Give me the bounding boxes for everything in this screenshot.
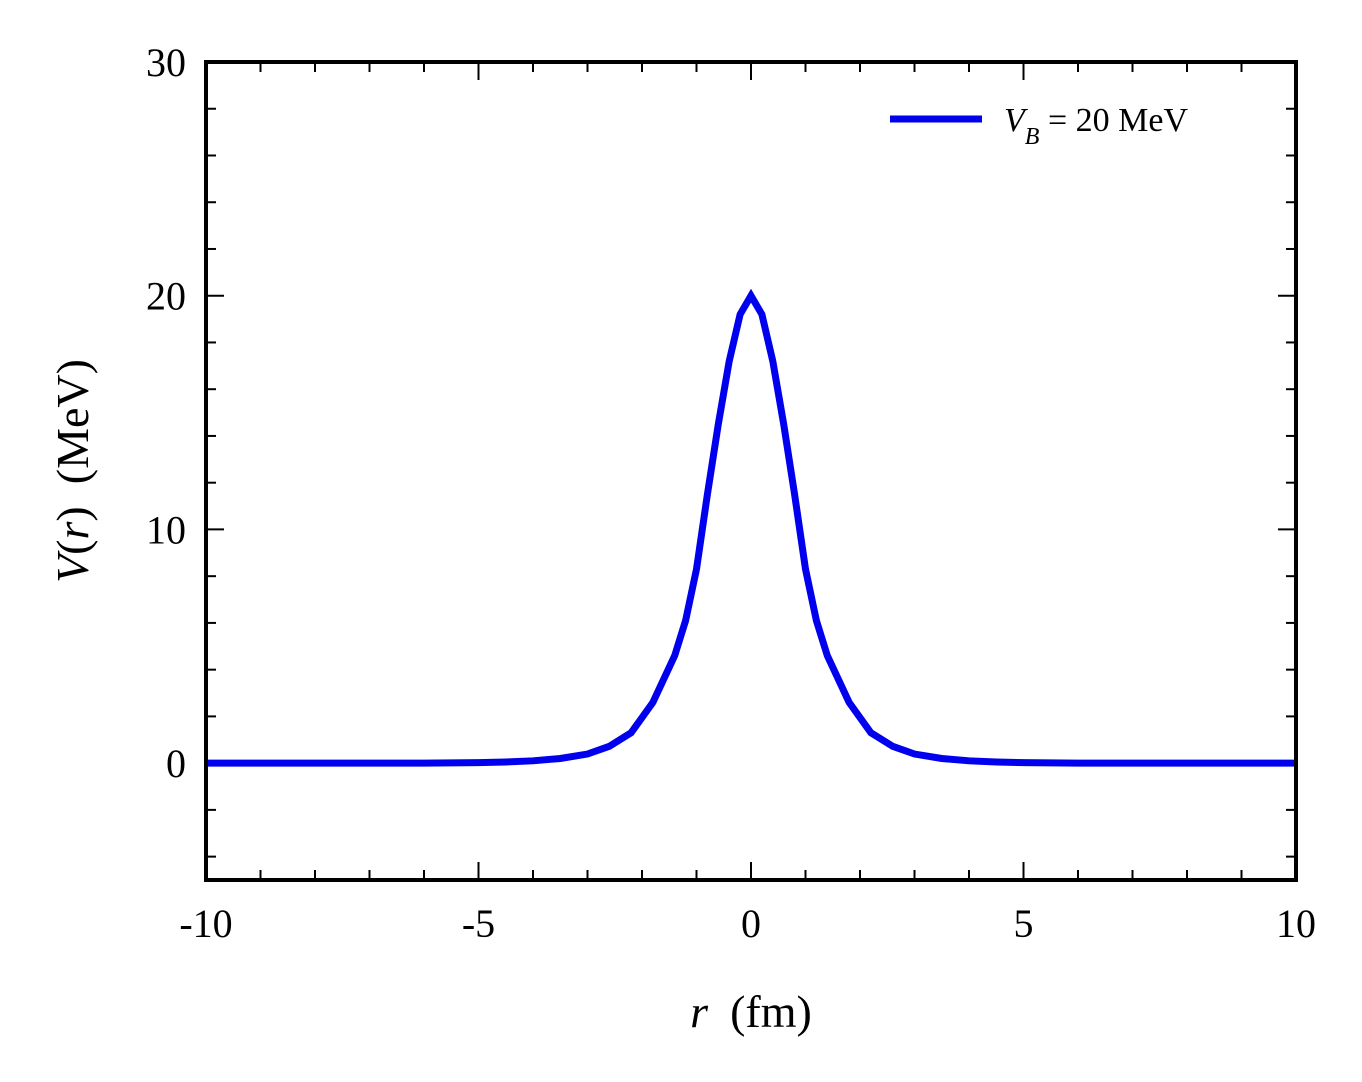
legend-rest: = 20 MeV (1039, 102, 1188, 139)
y-axis-symbol: V (47, 550, 98, 583)
x-tick-label: 0 (741, 901, 761, 946)
legend-subscript: B (1025, 124, 1040, 150)
series-line-0 (206, 288, 1296, 767)
x-tick-label: 5 (1014, 901, 1034, 946)
y-axis-open-paren: ( (47, 539, 98, 554)
y-tick-label: 30 (146, 40, 186, 85)
legend: VB = 20 MeV (890, 102, 1188, 150)
tick-labels: -10 -5 0 5 10 0 10 20 30 (146, 40, 1316, 946)
y-tick-label: 20 (146, 274, 186, 319)
axis-ticks (205, 61, 1297, 880)
x-axis-symbol: r (690, 986, 709, 1037)
x-axis-label: r (fm) (690, 986, 812, 1037)
y-tick-label: 0 (166, 741, 186, 786)
x-tick-label: -10 (179, 901, 232, 946)
x-tick-label: -5 (462, 901, 495, 946)
legend-label: VB = 20 MeV (1004, 102, 1188, 150)
series-layer (206, 288, 1296, 767)
y-axis-unit: (MeV) (47, 359, 98, 484)
y-axis-label: V(r) (MeV) (47, 359, 98, 583)
y-axis-close-paren: ) (47, 506, 98, 521)
x-axis-unit: (fm) (730, 986, 812, 1037)
plot-frame (204, 60, 1298, 882)
y-axis-arg: r (47, 520, 98, 539)
y-tick-label: 10 (146, 507, 186, 552)
x-tick-label: 10 (1276, 901, 1316, 946)
